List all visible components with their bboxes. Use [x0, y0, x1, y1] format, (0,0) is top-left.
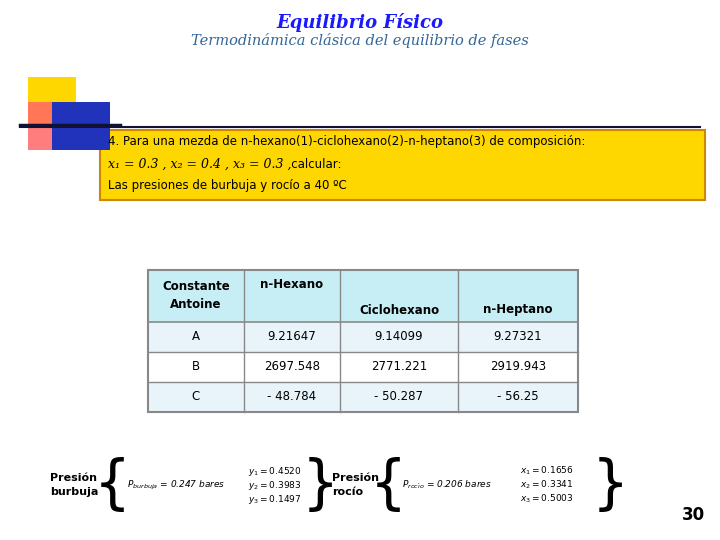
- Text: $y_3 = 0.1497$: $y_3 = 0.1497$: [248, 492, 302, 505]
- Text: Equilibrio Físico: Equilibrio Físico: [276, 12, 444, 31]
- Text: calcular:: calcular:: [280, 158, 341, 171]
- Text: }: }: [591, 456, 629, 514]
- Text: {: {: [369, 456, 407, 514]
- Text: {: {: [94, 456, 130, 514]
- Text: - 56.25: - 56.25: [498, 390, 539, 403]
- FancyBboxPatch shape: [148, 382, 578, 412]
- Text: 9.27321: 9.27321: [494, 330, 542, 343]
- Text: Ciclohexano: Ciclohexano: [359, 303, 439, 316]
- Text: Las presiones de burbuja y rocío a 40 ºC: Las presiones de burbuja y rocío a 40 ºC: [108, 179, 347, 192]
- Text: Termodinámica clásica del equilibrio de fases: Termodinámica clásica del equilibrio de …: [191, 32, 529, 48]
- FancyBboxPatch shape: [100, 130, 705, 200]
- Text: $P_{burbuja}$ = 0.247 $bares$: $P_{burbuja}$ = 0.247 $bares$: [127, 478, 225, 491]
- Text: 9.14099: 9.14099: [374, 330, 423, 343]
- Text: Presión
rocío: Presión rocío: [332, 473, 379, 497]
- Text: - 50.287: - 50.287: [374, 390, 423, 403]
- Text: $x_2 = 0.3341$: $x_2 = 0.3341$: [520, 479, 574, 491]
- Text: B: B: [192, 361, 200, 374]
- Text: $y_2 = 0.3983$: $y_2 = 0.3983$: [248, 478, 302, 491]
- Text: }: }: [302, 456, 338, 514]
- Text: $x_3 = 0.5003$: $x_3 = 0.5003$: [520, 492, 574, 505]
- Bar: [28, 77, 76, 125]
- FancyBboxPatch shape: [148, 322, 578, 352]
- Text: x₁ = 0.3 , x₂ = 0.4 , x₃ = 0.3 ,: x₁ = 0.3 , x₂ = 0.4 , x₃ = 0.3 ,: [108, 158, 292, 171]
- Text: 2919.943: 2919.943: [490, 361, 546, 374]
- Text: 30: 30: [682, 506, 705, 524]
- Text: 2771.221: 2771.221: [371, 361, 427, 374]
- Text: n-Hexano: n-Hexano: [261, 279, 323, 292]
- FancyBboxPatch shape: [148, 270, 578, 322]
- Text: 4. Para una mezda de n-hexano(1)-ciclohexano(2)-n-heptano(3) de composición:: 4. Para una mezda de n-hexano(1)-ciclohe…: [108, 136, 585, 148]
- Text: $x_1 = 0.1656$: $x_1 = 0.1656$: [520, 465, 574, 477]
- Text: Constante
Antoine: Constante Antoine: [162, 280, 230, 312]
- Text: Presión
burbuja: Presión burbuja: [50, 473, 99, 497]
- Text: A: A: [192, 330, 200, 343]
- Bar: [28, 102, 76, 150]
- Text: C: C: [192, 390, 200, 403]
- Text: $y_1 = 0.4520$: $y_1 = 0.4520$: [248, 464, 302, 477]
- FancyBboxPatch shape: [148, 352, 578, 382]
- Bar: [52, 102, 110, 150]
- Text: $P_{roc\acute{\imath}o}$ = 0.206 $bares$: $P_{roc\acute{\imath}o}$ = 0.206 $bares$: [402, 479, 492, 491]
- Text: - 48.784: - 48.784: [267, 390, 317, 403]
- Text: 9.21647: 9.21647: [268, 330, 316, 343]
- Text: 2697.548: 2697.548: [264, 361, 320, 374]
- Text: n-Heptano: n-Heptano: [483, 303, 553, 316]
